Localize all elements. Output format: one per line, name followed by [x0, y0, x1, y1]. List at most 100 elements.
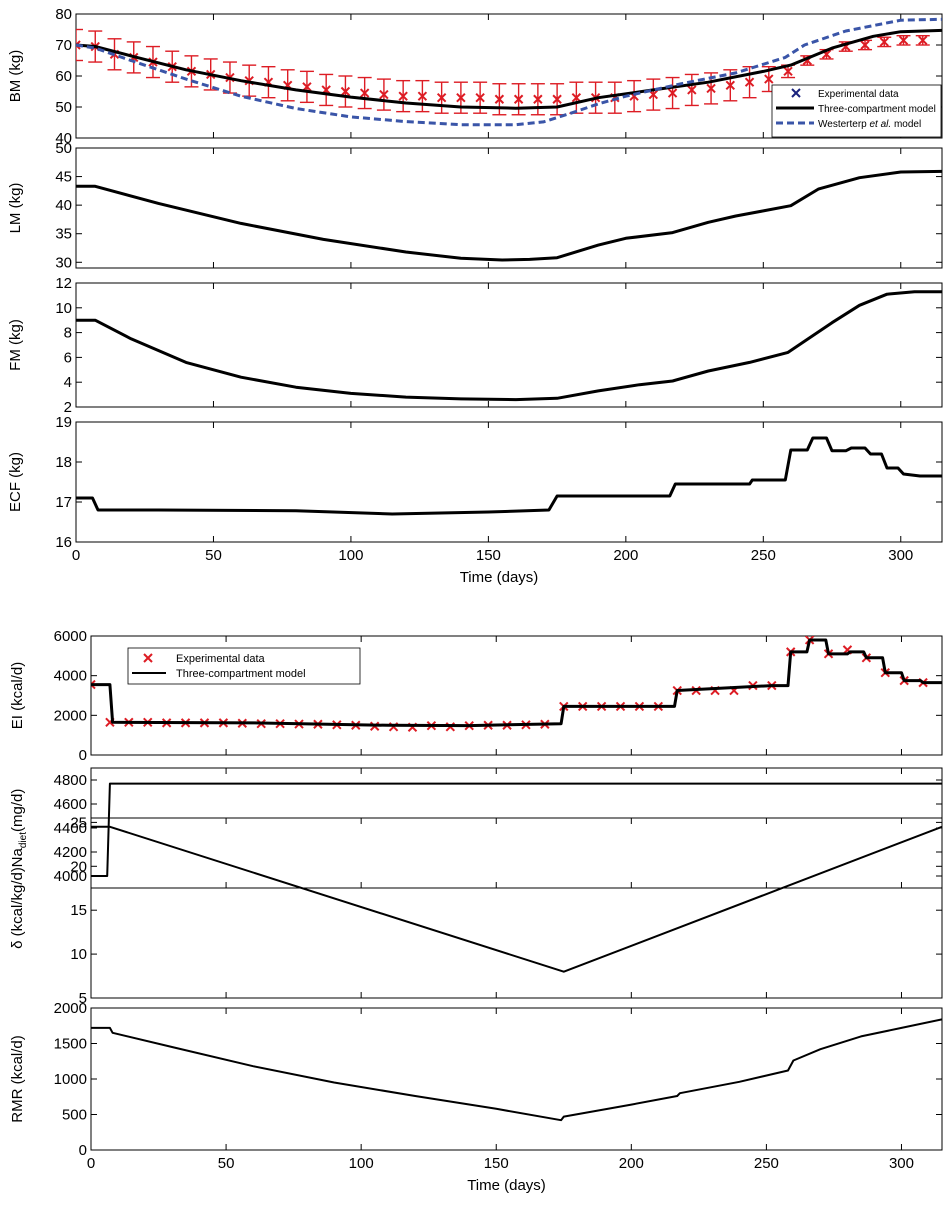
y-axis-label: Nadiet(mg/d)	[9, 789, 29, 868]
axes-frame	[90, 767, 943, 889]
data-point-cross	[91, 679, 96, 690]
legend-label: Westerterp et al. model	[818, 119, 921, 130]
y-axis-label: ECF (kg)	[7, 452, 24, 512]
series-line-model	[91, 782, 942, 877]
legend-marker-cross	[143, 653, 153, 663]
data-point-cross	[744, 77, 755, 87]
y-tick-label: 40	[55, 197, 72, 214]
x-tick-label: 0	[72, 547, 80, 564]
y-tick-label: 12	[55, 275, 72, 292]
data-point-cross	[667, 88, 678, 98]
y-tick-label: 60	[55, 68, 72, 85]
panel-ecf: 0 50 100 150 200 250 300 16 17 18 19 ECF (kg) Time (…	[7, 414, 943, 586]
x-tick-label: 50	[205, 547, 222, 564]
errorbar-point	[569, 81, 584, 114]
y-tick-label: 5	[79, 990, 87, 1007]
y-tick-label: 4	[64, 374, 72, 391]
x-tick-label: 150	[476, 547, 501, 564]
errorbar-point	[684, 73, 699, 107]
x-tick-label: 100	[349, 1155, 374, 1172]
series-line-westerterp	[76, 17, 942, 127]
y-tick-label: 30	[55, 254, 72, 271]
data-point-cross	[552, 94, 562, 104]
data-point-cross	[706, 83, 716, 94]
panel-lm: 30 35 40 45 50 LM (kg)	[7, 140, 943, 271]
panel-bm: 40 50 60 70 80 BM (kg) Experimental data Three-…	[7, 6, 943, 147]
errorbar-point	[299, 70, 314, 104]
x-axis-label: Time (days)	[467, 1177, 546, 1194]
y-tick-label: 4600	[54, 796, 87, 813]
legend: Experimental data Three-compartment model	[127, 647, 361, 685]
errorbar-point	[357, 76, 372, 110]
errorbar-point	[492, 83, 507, 116]
x-tick-label: 100	[338, 547, 363, 564]
series-line-model	[91, 638, 942, 728]
errorbar-point	[261, 65, 276, 99]
plot-area	[91, 782, 942, 877]
series-line-model	[76, 169, 942, 262]
errorbar-point	[877, 36, 892, 48]
data-point-cross	[783, 66, 793, 77]
errorbar-point	[434, 81, 449, 114]
data-point-cross	[764, 74, 774, 84]
x-tick-label: 300	[888, 547, 913, 564]
plot-area	[76, 436, 942, 516]
plot-area	[76, 17, 942, 127]
y-tick-label: 70	[55, 37, 72, 54]
axes-frame	[90, 817, 943, 999]
data-point-cross	[494, 94, 505, 104]
y-tick-label: 19	[55, 414, 72, 431]
y-tick-label: 4200	[54, 844, 87, 861]
legend-label: Experimental data	[176, 653, 266, 665]
errorbar-point	[550, 83, 565, 116]
errorbar-point	[607, 81, 622, 114]
x-tick-label: 300	[889, 1155, 914, 1172]
data-point-cross	[860, 40, 870, 50]
data-point-cross	[76, 40, 81, 50]
y-tick-label: 2000	[54, 1000, 87, 1017]
x-tick-label: 200	[613, 547, 638, 564]
errorbar-point	[511, 83, 526, 116]
errorbar-point	[915, 35, 930, 46]
plot-area	[91, 636, 942, 732]
panel-na_diet: 4000 4200 4400 4600 4800 Nadiet(mg/d)	[9, 767, 943, 889]
axes-frame	[75, 282, 943, 408]
legend-box	[127, 647, 361, 685]
y-axis-label: δ (kcal/kg/d)	[9, 867, 26, 949]
axes-frame	[75, 421, 943, 543]
y-tick-label: 2000	[54, 707, 87, 724]
axes-frame	[75, 147, 943, 269]
y-tick-label: 50	[55, 99, 72, 116]
series-line-model	[91, 1018, 942, 1122]
panel-rmr: 0 50 100 150 200 250 300 0 500 1000 1500 2000 RMR (k…	[9, 1000, 943, 1194]
errorbar-point	[415, 79, 430, 113]
y-tick-label: 2	[64, 399, 72, 416]
series-line-model	[76, 28, 942, 110]
y-tick-label: 500	[62, 1107, 87, 1124]
axes-frame	[90, 635, 943, 756]
y-tick-label: 4000	[54, 868, 87, 885]
plot-area	[76, 290, 942, 402]
x-tick-label: 200	[619, 1155, 644, 1172]
data-point-cross	[898, 35, 909, 46]
y-tick-label: 45	[55, 169, 72, 186]
y-tick-label: 25	[70, 814, 87, 831]
data-point-cross	[340, 86, 351, 97]
data-point-cross	[533, 94, 543, 104]
x-tick-label: 0	[87, 1155, 95, 1172]
data-point-cross	[359, 88, 370, 98]
data-point-cross	[475, 92, 485, 103]
errorbar-point	[896, 35, 911, 46]
data-point-cross	[687, 85, 697, 95]
y-tick-label: 16	[55, 534, 72, 551]
plot-area	[91, 825, 942, 973]
y-tick-label: 8	[64, 325, 72, 342]
y-tick-label: 4800	[54, 772, 87, 789]
errorbar-point	[338, 75, 353, 108]
y-tick-label: 4400	[54, 820, 87, 837]
y-tick-label: 50	[55, 140, 72, 157]
series-line-model	[76, 290, 942, 402]
series-line-model	[91, 825, 942, 973]
y-tick-label: 17	[55, 494, 72, 511]
